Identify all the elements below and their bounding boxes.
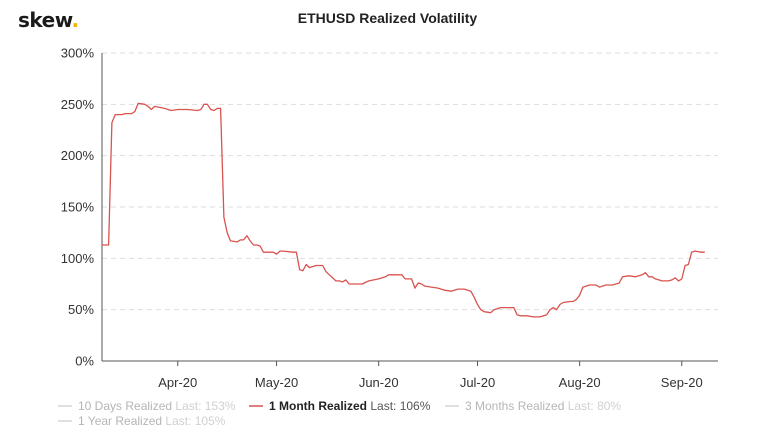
x-tick-label: May-20 bbox=[255, 375, 298, 390]
grid-layer bbox=[102, 52, 718, 311]
y-tick-label: 250% bbox=[61, 97, 95, 112]
chart-title: ETHUSD Realized Volatility bbox=[297, 10, 478, 26]
brand-dot: . bbox=[71, 8, 79, 32]
x-tick-label: Jul-20 bbox=[460, 375, 495, 390]
chart-legend[interactable]: 10 Days Realized Last: 153% 1 Month Reali… bbox=[58, 399, 621, 428]
legend-item-1-month-realized[interactable]: 1 Month Realized Last: 106% bbox=[249, 399, 431, 413]
y-tick-label: 150% bbox=[61, 200, 95, 215]
legend-item-1-year-realized[interactable]: 1 Year Realized Last: 105% bbox=[58, 414, 226, 428]
x-tick-label: Apr-20 bbox=[158, 375, 197, 390]
legend-label: 1 Month Realized Last: 106% bbox=[269, 399, 431, 413]
y-tick-label: 200% bbox=[61, 148, 95, 163]
legend-item-3-months-realized[interactable]: 3 Months Realized Last: 80% bbox=[445, 399, 621, 413]
legend-last-value: Last: 80% bbox=[568, 399, 622, 413]
x-tick-label: Jun-20 bbox=[359, 375, 399, 390]
legend-series-name: 3 Months Realized bbox=[465, 399, 568, 413]
legend-last-value: Last: 153% bbox=[175, 399, 235, 413]
legend-label: 10 Days Realized Last: 153% bbox=[78, 399, 236, 413]
axis-layer: 0% 50% 100% 150% 200% 250% 300% Apr-20 May-20 Jun… bbox=[61, 46, 718, 390]
legend-label: 3 Months Realized Last: 80% bbox=[465, 399, 621, 413]
legend-series-name: 1 Year Realized bbox=[78, 414, 165, 428]
y-tick-label: 50% bbox=[68, 302, 94, 317]
x-tick-label: Aug-20 bbox=[559, 375, 601, 390]
x-tick-label: Sep-20 bbox=[661, 375, 703, 390]
y-tick-label: 100% bbox=[61, 251, 95, 266]
legend-series-name: 10 Days Realized bbox=[78, 399, 175, 413]
legend-series-name: 1 Month Realized bbox=[269, 399, 370, 413]
y-tick-label: 0% bbox=[75, 354, 94, 369]
legend-last-value: Last: 106% bbox=[370, 399, 430, 413]
series-line-1-month-realized bbox=[102, 102, 705, 318]
legend-item-10-days-realized[interactable]: 10 Days Realized Last: 153% bbox=[58, 399, 236, 413]
legend-last-value: Last: 105% bbox=[165, 414, 225, 428]
skew-logo: skew. bbox=[18, 8, 79, 32]
y-tick-label: 300% bbox=[61, 46, 95, 61]
series-layer bbox=[102, 102, 705, 318]
legend-label: 1 Year Realized Last: 105% bbox=[78, 414, 226, 428]
brand-name: skew bbox=[18, 8, 72, 32]
